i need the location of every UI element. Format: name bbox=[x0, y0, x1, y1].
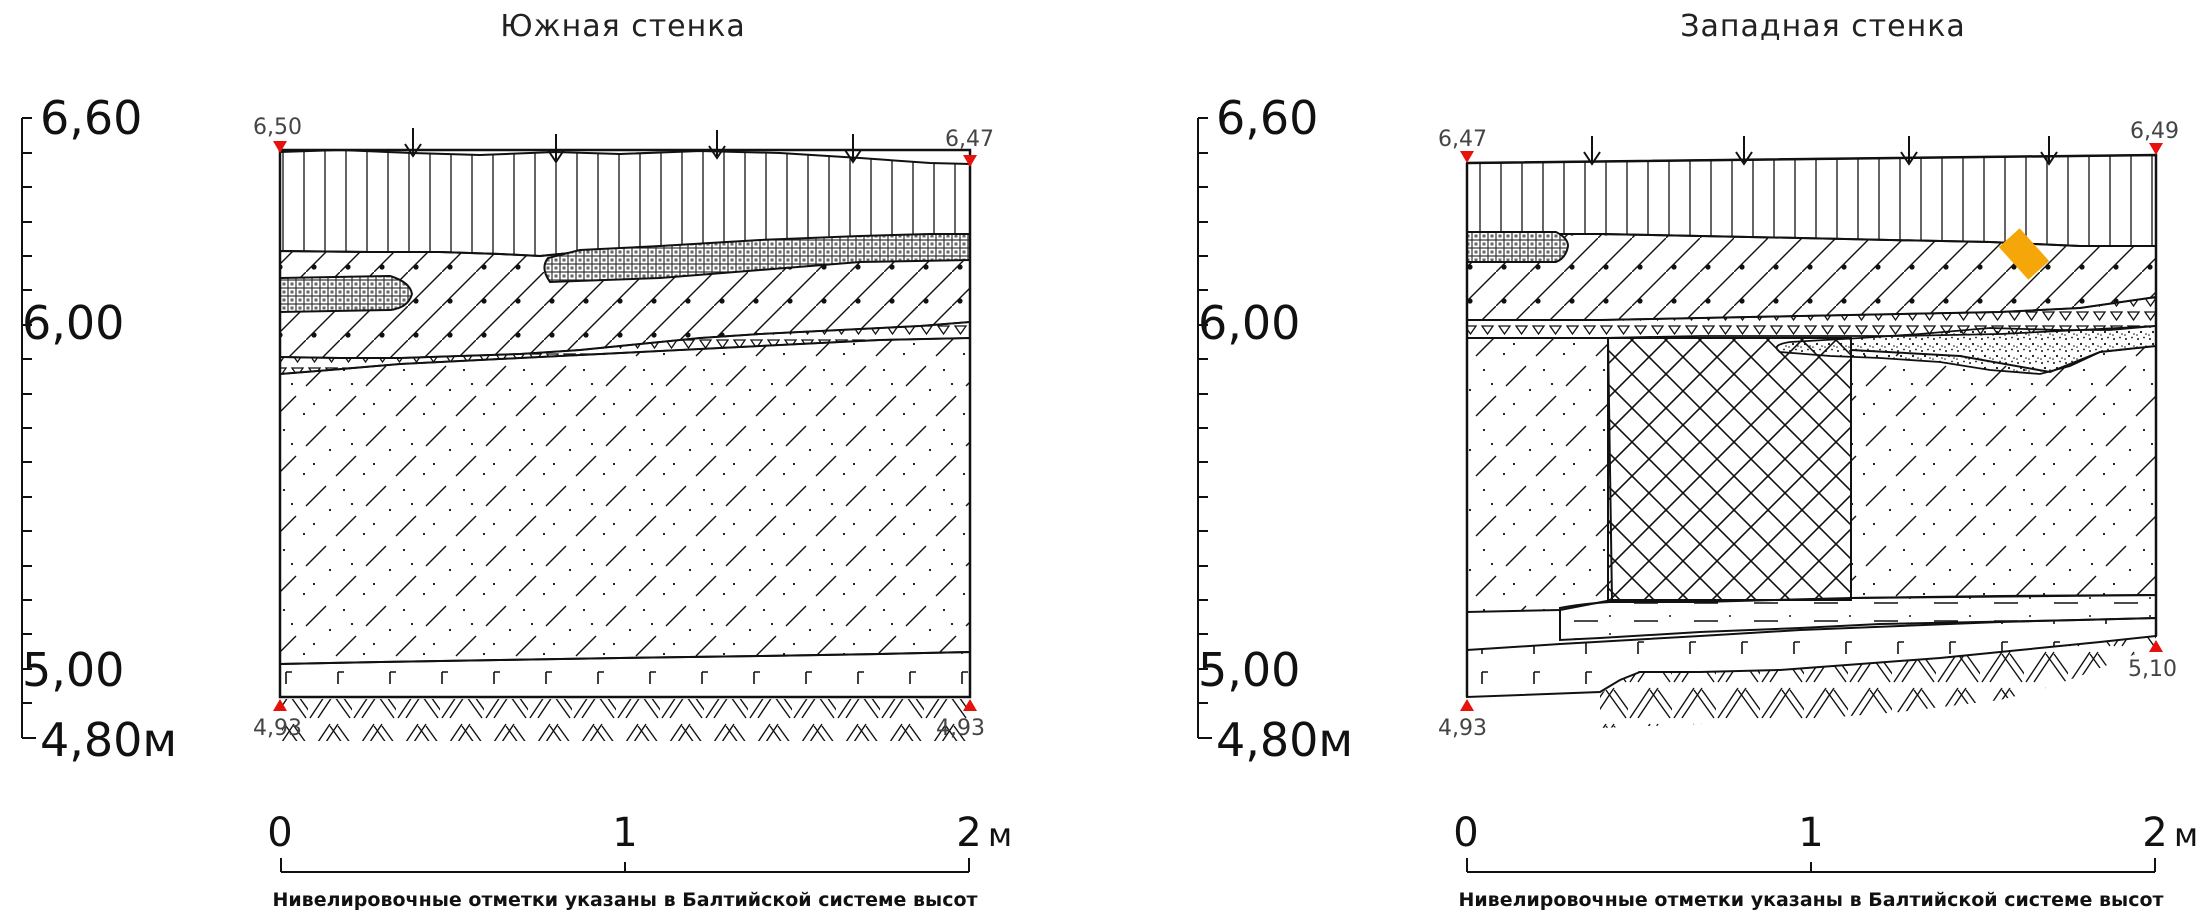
south-inclusion-right bbox=[543, 233, 971, 284]
south-bar-0: 0 bbox=[267, 810, 292, 856]
west-scale-660: 6,60 bbox=[1216, 91, 1318, 145]
south-survey-arrows bbox=[404, 128, 862, 164]
south-bedrock-layer bbox=[282, 699, 968, 741]
west-wall-section: Западная стенка 6,60 6,00 5,00 bbox=[1197, 9, 2198, 911]
south-inclusion-left bbox=[279, 274, 414, 314]
south-bar-1: 1 bbox=[612, 810, 637, 856]
south-footnote: Нивелировочные отметки указаны в Балтийс… bbox=[272, 889, 977, 911]
south-wall-section: Южная стенка 6,60 6,00 5,00 bbox=[21, 9, 1012, 911]
west-marker-tr-icon bbox=[2149, 143, 2163, 155]
west-bedrock-layer bbox=[1600, 636, 2156, 728]
west-mark-top-right: 6,49 bbox=[2130, 119, 2179, 144]
south-sand-layer bbox=[279, 336, 971, 666]
south-marker-tl-icon bbox=[273, 141, 287, 153]
west-mark-bottom-left: 4,93 bbox=[1438, 716, 1487, 741]
south-scale-480: 4,80м bbox=[40, 713, 177, 767]
west-bar-0: 0 bbox=[1453, 810, 1478, 856]
down-arrow-icon bbox=[844, 134, 862, 164]
west-strata bbox=[1465, 153, 2158, 728]
down-arrow-icon bbox=[1900, 136, 1918, 166]
west-footnote: Нивелировочные отметки указаны в Балтийс… bbox=[1458, 889, 2163, 911]
west-scale-500: 5,00 bbox=[1198, 643, 1300, 697]
south-strata bbox=[278, 148, 972, 741]
west-topsoil-layer bbox=[1466, 153, 2157, 247]
down-arrow-icon bbox=[2040, 136, 2058, 166]
west-sand-right-layer bbox=[1850, 344, 2157, 600]
west-sand-left-layer bbox=[1466, 337, 1614, 614]
west-bar-1: 1 bbox=[1798, 810, 1823, 856]
down-arrow-icon bbox=[404, 128, 422, 158]
south-mark-top-left: 6,50 bbox=[253, 115, 302, 140]
south-mark-top-right: 6,47 bbox=[945, 127, 994, 152]
south-marker-br-icon bbox=[963, 699, 977, 711]
west-lens-layer bbox=[1775, 325, 2157, 375]
west-inclusion bbox=[1466, 231, 1570, 263]
west-silt-layer bbox=[1559, 593, 2157, 642]
west-bar-2: 2 bbox=[2142, 810, 2167, 856]
south-scale-600: 6,00 bbox=[22, 296, 124, 350]
west-wall-title: Западная стенка bbox=[1680, 9, 1965, 44]
south-scale-500: 5,00 bbox=[22, 643, 124, 697]
west-humus-layer bbox=[1466, 233, 2157, 321]
west-scale-bar: 0 1 2 м bbox=[1453, 810, 2198, 873]
down-arrow-icon bbox=[1583, 136, 1601, 166]
south-bar-2: 2 bbox=[956, 810, 981, 856]
west-scale-600: 6,00 bbox=[1198, 296, 1300, 350]
down-arrow-icon bbox=[708, 130, 726, 160]
south-mark-bottom-left: 4,93 bbox=[253, 716, 302, 741]
west-mark-bottom-right: 5,10 bbox=[2128, 657, 2177, 682]
down-arrow-icon bbox=[547, 134, 565, 164]
south-marker-bl-icon bbox=[273, 699, 287, 711]
south-scale-bar: 0 1 2 м bbox=[267, 810, 1012, 873]
west-marker-tl-icon bbox=[1460, 151, 1474, 163]
south-mark-bottom-right: 4,93 bbox=[936, 716, 985, 741]
south-wall-title: Южная стенка bbox=[500, 9, 746, 44]
west-mark-top-left: 6,47 bbox=[1438, 127, 1487, 152]
south-height-scale: 6,60 6,00 5,00 4,80м bbox=[21, 91, 177, 767]
west-height-scale: 6,60 6,00 5,00 4,80м bbox=[1197, 91, 1353, 767]
find-marker bbox=[1998, 228, 2050, 280]
south-marker-tr-icon bbox=[963, 155, 977, 167]
west-bar-unit: м bbox=[2174, 816, 2198, 854]
down-arrow-icon bbox=[1735, 136, 1753, 166]
west-survey-arrows bbox=[1583, 136, 2058, 166]
west-marker-br-icon bbox=[2149, 640, 2163, 652]
west-scale-480: 4,80м bbox=[1216, 713, 1353, 767]
south-scale-660: 6,60 bbox=[40, 91, 142, 145]
west-pit-fill bbox=[1607, 337, 1852, 601]
south-bar-unit: м bbox=[988, 816, 1012, 854]
west-marker-bl-icon bbox=[1460, 699, 1474, 711]
